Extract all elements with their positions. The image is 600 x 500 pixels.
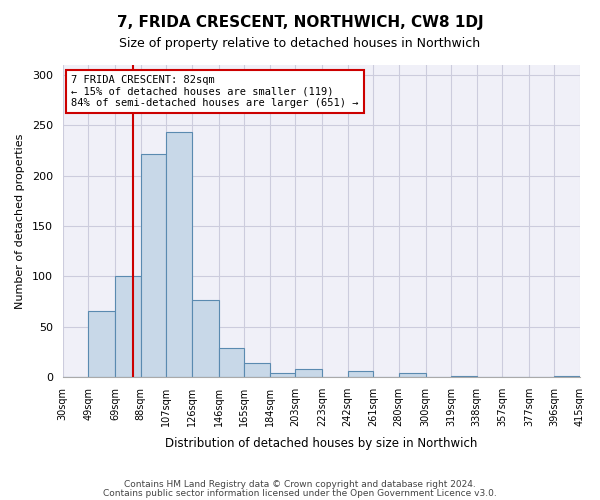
Bar <box>218 348 244 377</box>
Bar <box>398 373 425 377</box>
Bar <box>554 376 580 377</box>
Bar <box>141 154 166 377</box>
Text: Contains HM Land Registry data © Crown copyright and database right 2024.: Contains HM Land Registry data © Crown c… <box>124 480 476 489</box>
Text: Size of property relative to detached houses in Northwich: Size of property relative to detached ho… <box>119 38 481 51</box>
Bar <box>88 312 115 377</box>
Bar <box>192 300 218 377</box>
Y-axis label: Number of detached properties: Number of detached properties <box>15 133 25 308</box>
Text: Contains public sector information licensed under the Open Government Licence v3: Contains public sector information licen… <box>103 489 497 498</box>
Bar <box>166 132 192 377</box>
Bar <box>115 276 141 377</box>
Bar <box>347 371 373 377</box>
X-axis label: Distribution of detached houses by size in Northwich: Distribution of detached houses by size … <box>165 437 478 450</box>
Text: 7 FRIDA CRESCENT: 82sqm
← 15% of detached houses are smaller (119)
84% of semi-d: 7 FRIDA CRESCENT: 82sqm ← 15% of detache… <box>71 75 358 108</box>
Bar <box>244 362 269 377</box>
Bar <box>451 376 476 377</box>
Bar <box>295 368 322 377</box>
Text: 7, FRIDA CRESCENT, NORTHWICH, CW8 1DJ: 7, FRIDA CRESCENT, NORTHWICH, CW8 1DJ <box>116 15 484 30</box>
Bar <box>269 373 295 377</box>
